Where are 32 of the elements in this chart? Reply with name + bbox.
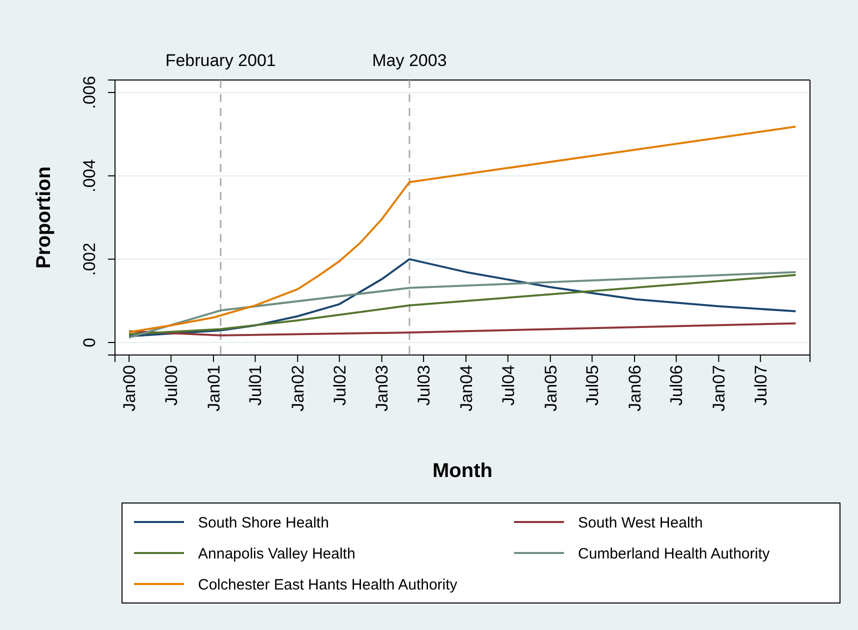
legend-label: Colchester East Hants Health Authority bbox=[198, 576, 458, 594]
legend-label: Annapolis Valley Health bbox=[198, 545, 356, 562]
y-axis-title: Proportion bbox=[33, 166, 55, 269]
y-tick-label: 0 bbox=[80, 338, 99, 348]
x-tick-label: Jan07 bbox=[710, 365, 729, 412]
x-tick-label: Jul00 bbox=[162, 365, 181, 406]
x-tick-label: Jul01 bbox=[246, 365, 266, 406]
x-tick-label: Jan05 bbox=[541, 365, 560, 412]
y-tick-label: .006 bbox=[80, 76, 99, 110]
legend-label: Cumberland Health Authority bbox=[578, 545, 770, 562]
x-tick-label: Jul05 bbox=[583, 365, 602, 406]
x-tick-label: Jul04 bbox=[498, 365, 518, 406]
x-tick-label: Jul07 bbox=[751, 365, 770, 406]
y-tick-label: .004 bbox=[80, 159, 99, 192]
ref-line-label: May 2003 bbox=[372, 51, 447, 70]
x-axis-title: Month bbox=[432, 460, 492, 482]
x-tick-label: Jan02 bbox=[288, 365, 308, 412]
legend-label: South Shore Health bbox=[198, 514, 329, 532]
x-tick-label: Jul06 bbox=[667, 365, 686, 406]
x-tick-label: Jul02 bbox=[330, 365, 350, 406]
line-series bbox=[128, 126, 797, 334]
line-series bbox=[128, 258, 797, 338]
ref-line-label: February 2001 bbox=[165, 51, 276, 70]
legend-label: South West Health bbox=[578, 514, 703, 532]
line-series bbox=[128, 322, 797, 336]
x-tick-label: Jan01 bbox=[204, 365, 224, 412]
x-tick-label: Jul03 bbox=[414, 365, 434, 406]
x-tick-label: Jan06 bbox=[625, 365, 644, 412]
y-tick-label: .002 bbox=[80, 242, 99, 276]
x-tick-label: Jan03 bbox=[372, 365, 392, 412]
x-tick-label: Jan04 bbox=[456, 365, 476, 412]
x-tick-label: Jan00 bbox=[120, 365, 140, 412]
